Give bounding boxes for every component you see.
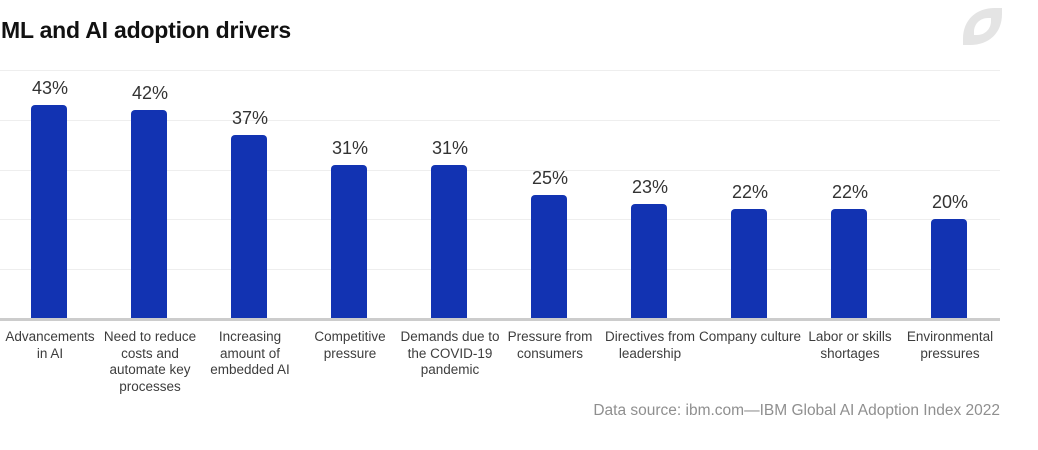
bar (131, 109, 167, 319)
gridline-20-percent (0, 219, 1000, 221)
bar-value-label: 42% (131, 82, 169, 103)
chart-title: ML and AI adoption drivers (1, 17, 291, 43)
x-axis-label: Competitive pressure (314, 329, 386, 361)
bar-value-label: 20% (931, 192, 969, 213)
bar-column: 43% (0, 70, 100, 319)
bar (931, 219, 967, 319)
bar-column: 22% (700, 70, 800, 319)
gridline-50-percent (0, 70, 1000, 71)
bar-value-label: 37% (231, 107, 269, 128)
x-axis-label: Advancements in AI (5, 329, 95, 361)
data-source-note: Data source: ibm.com—IBM Global AI Adopt… (593, 402, 1000, 419)
bar (31, 104, 67, 319)
x-axis-label: Company culture (698, 329, 802, 344)
gridline-40-percent (0, 119, 1000, 121)
bar-column: 31% (400, 70, 500, 319)
bar (331, 164, 367, 319)
bar-value-label: 22% (831, 182, 869, 203)
bar-value-label: 31% (431, 137, 469, 158)
bar-column: 37% (200, 70, 300, 319)
bar (731, 209, 767, 319)
bar (431, 164, 467, 319)
bar-value-label: 31% (331, 137, 369, 158)
x-axis-label: Increasing amount of embedded AI (210, 329, 290, 377)
bar-column: 23% (600, 70, 700, 319)
bar (831, 209, 867, 319)
bar-column: 42% (100, 70, 200, 319)
bar (231, 134, 267, 319)
bar-column: 20% (900, 70, 1000, 319)
bar-value-label: 23% (631, 177, 669, 198)
bar-value-label: 25% (531, 167, 569, 188)
x-axis-label: Demands due to the COVID-19 pandemic (400, 329, 500, 377)
bar (531, 194, 567, 319)
bar-column: 25% (500, 70, 600, 319)
gridline-30-percent (0, 169, 1000, 171)
bar (631, 204, 667, 319)
bar-value-label: 43% (31, 77, 69, 98)
x-axis-label: Labor or skills shortages (808, 329, 892, 361)
bar-chart-plot-area: 43% 42% 37% 31% 31% 25% 23% 22% 22% 20% (0, 70, 1000, 319)
x-axis-label: Environmental pressures (906, 329, 994, 361)
x-axis-label: Pressure from consumers (507, 329, 593, 361)
x-axis-label: Need to reduce costs and automate key pr… (103, 329, 197, 394)
bar-column: 22% (800, 70, 900, 319)
bar-column: 31% (300, 70, 400, 319)
gridline-10-percent (0, 269, 1000, 271)
leaf-logo-icon (963, 8, 1002, 45)
x-axis-label: Directives from leadership (604, 329, 695, 361)
x-axis-line (0, 318, 1000, 321)
bar-value-label: 22% (731, 182, 769, 203)
